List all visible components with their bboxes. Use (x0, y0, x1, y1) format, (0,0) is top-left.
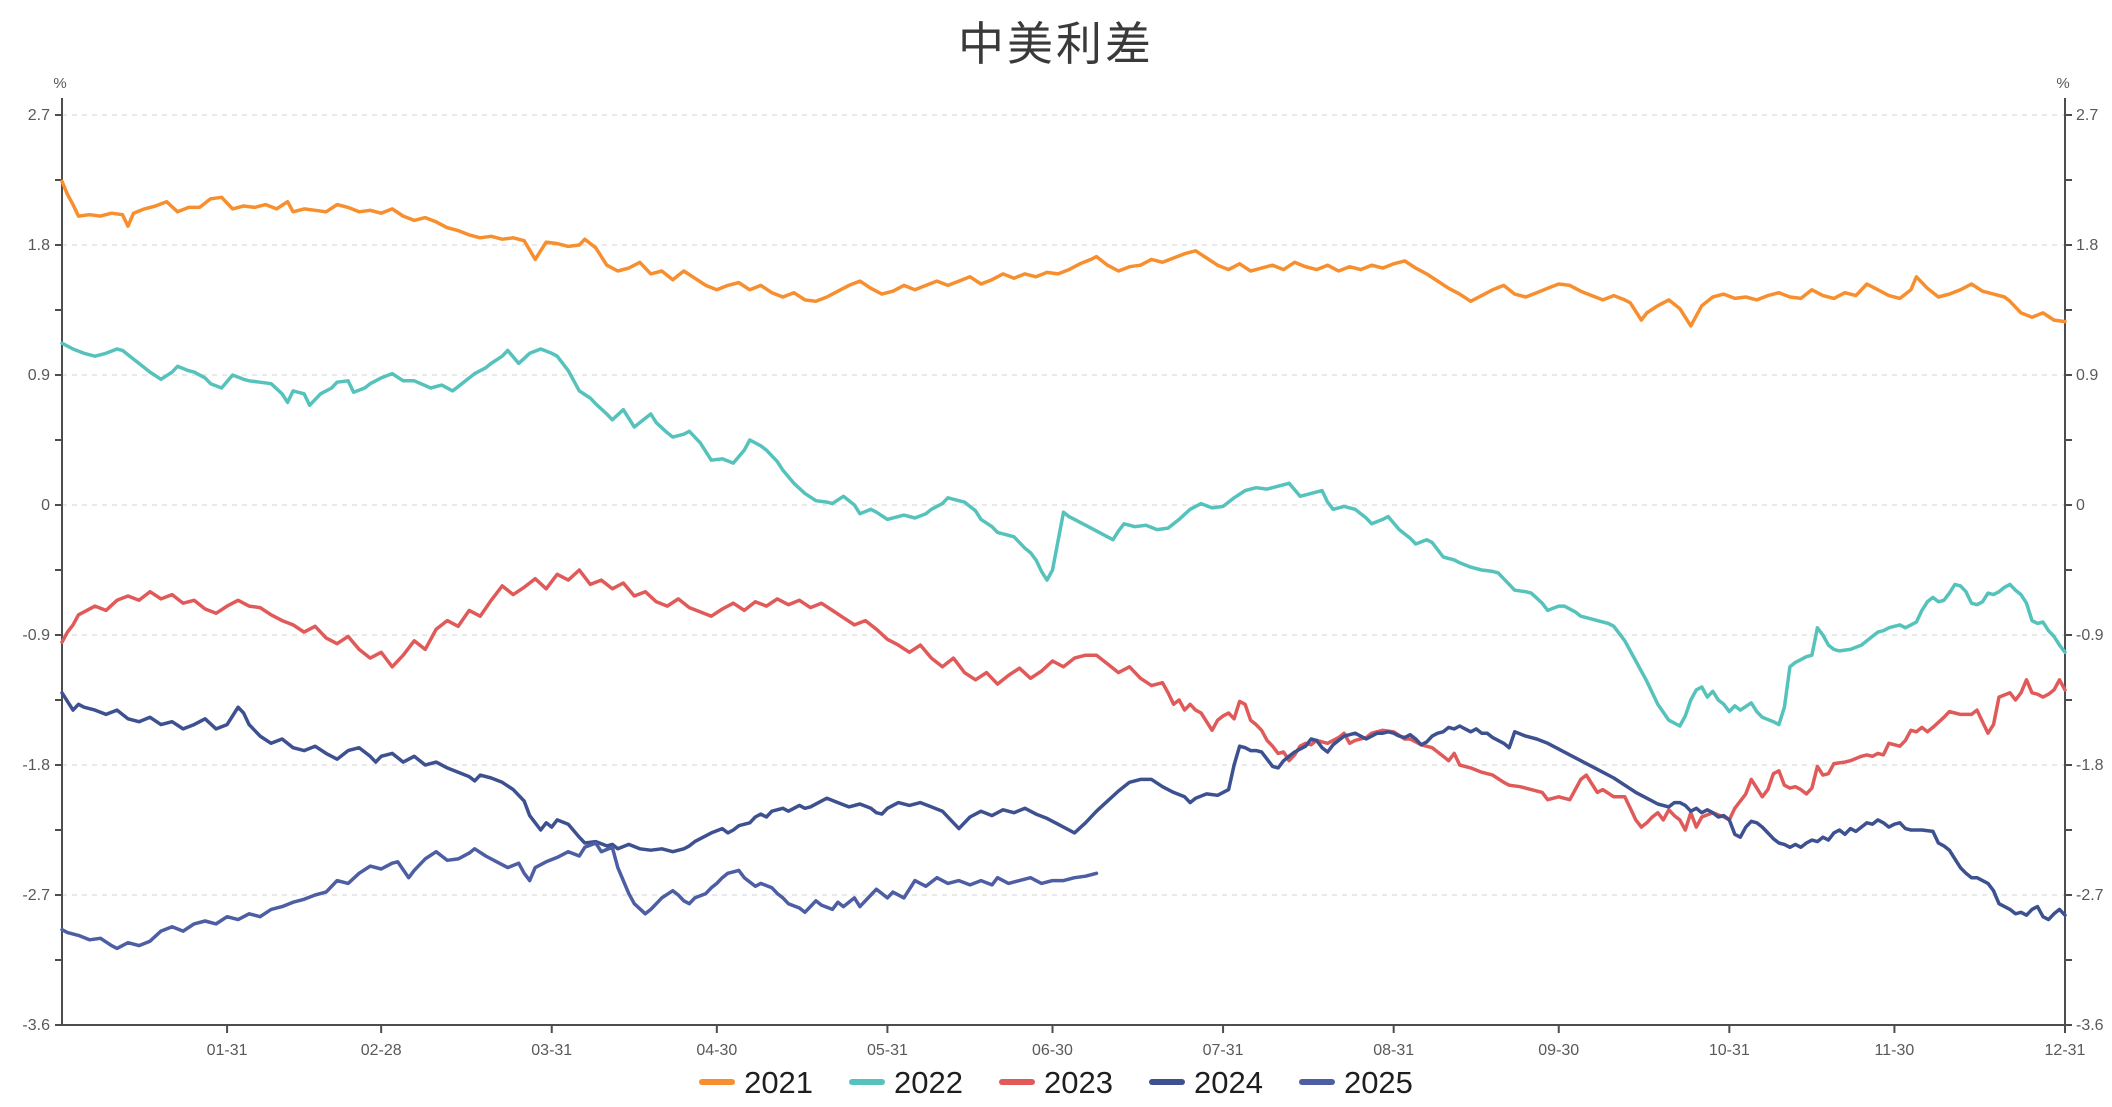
y-axis-label-left: -1.8 (22, 757, 50, 774)
y-axis-label-left: 0.9 (28, 367, 50, 384)
legend-item-2022[interactable]: 2022 (849, 1067, 963, 1098)
y-axis-label-right: 2.7 (2076, 107, 2098, 124)
x-axis-label-04-30: 04-30 (696, 1042, 737, 1059)
x-axis-label-05-31: 05-31 (867, 1042, 908, 1059)
y-axis-label-left: 1.8 (28, 237, 50, 254)
legend-swatch-2023 (999, 1079, 1036, 1085)
chart-title: 中美利差 (958, 18, 1154, 70)
x-axis-label-09-30: 09-30 (1538, 1042, 1579, 1059)
y-axis-unit-left: % (53, 75, 66, 92)
series-line-2022[interactable] (60, 341, 2067, 728)
y-axis-label-right: -0.9 (2076, 627, 2104, 644)
x-axis-label-01-31: 01-31 (207, 1042, 248, 1059)
legend-item-2024[interactable]: 2024 (1148, 1064, 1263, 1100)
series-line-2024[interactable] (60, 691, 2067, 922)
y-axis-label-right: -3.6 (2076, 1017, 2104, 1034)
y-axis-label-right: -1.8 (2076, 757, 2104, 774)
x-axis-label-10-31: 10-31 (1709, 1042, 1750, 1059)
legend-item-2025[interactable]: 2025 (1298, 1064, 1413, 1100)
x-axis-label-08-31: 08-31 (1373, 1042, 1414, 1059)
series-line-2023[interactable] (60, 568, 2067, 832)
legend-label-2023: 2023 (1044, 1064, 1113, 1100)
y-axis-label-right: 1.8 (2076, 237, 2098, 254)
legend-item-2021[interactable]: 2021 (699, 1067, 813, 1098)
legend-label-2025: 2025 (1343, 1064, 1413, 1100)
legend-swatch-2022 (849, 1079, 886, 1085)
legend-label-2021: 2021 (744, 1064, 814, 1100)
legend-swatch-2021 (699, 1079, 736, 1085)
y-axis-label-right: 0.9 (2076, 367, 2098, 384)
x-axis-label-02-28: 02-28 (361, 1042, 402, 1059)
legend-swatch-2024 (1148, 1079, 1185, 1085)
y-axis-label-left: -0.9 (22, 627, 50, 644)
x-axis-label-12-31: 12-31 (2045, 1042, 2086, 1059)
x-axis-label-03-31: 03-31 (531, 1042, 572, 1059)
y-axis-label-left: -3.6 (22, 1017, 50, 1034)
y-axis-label-left: 0 (41, 497, 50, 514)
series-line-2025[interactable] (60, 841, 1099, 951)
x-axis-label-11-30: 11-30 (1875, 1042, 1915, 1059)
legend: 2021 2022 2023 2024 2025 (0, 1059, 2112, 1105)
legend-label-2022: 2022 (894, 1064, 964, 1100)
x-axis-label-07-31: 07-31 (1203, 1042, 1244, 1059)
y-axis-label-right: -2.7 (2076, 887, 2104, 904)
legend-swatch-2025 (1298, 1079, 1335, 1085)
series-line-2021[interactable] (60, 179, 2067, 328)
y-axis-label-left: -2.7 (22, 887, 50, 904)
legend-item-2023[interactable]: 2023 (999, 1067, 1113, 1098)
legend-label-2024: 2024 (1193, 1064, 1263, 1100)
x-axis-label-06-30: 06-30 (1032, 1042, 1073, 1059)
y-axis-unit-right: % (2056, 75, 2069, 92)
y-axis-label-left: 2.7 (28, 107, 50, 124)
y-axis-label-right: 0 (2076, 497, 2085, 514)
